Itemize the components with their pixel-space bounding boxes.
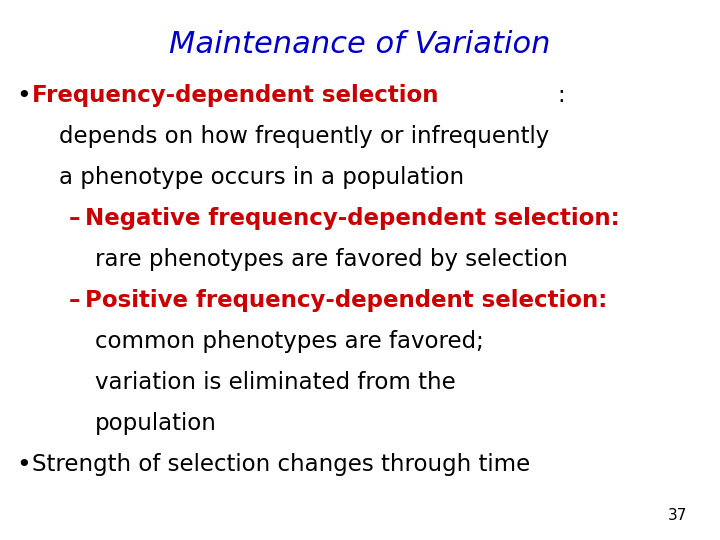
Text: 37: 37 <box>668 508 688 523</box>
Text: •: • <box>16 453 30 477</box>
Text: :: : <box>557 84 564 107</box>
Text: Negative frequency-dependent selection:: Negative frequency-dependent selection: <box>85 207 620 230</box>
Text: depends on how frequently or infrequently: depends on how frequently or infrequentl… <box>59 125 549 148</box>
Text: variation is eliminated from the: variation is eliminated from the <box>95 371 456 394</box>
Text: –: – <box>68 207 80 230</box>
Text: Frequency-dependent selection: Frequency-dependent selection <box>32 84 439 107</box>
Text: population: population <box>95 412 217 435</box>
Text: •: • <box>16 84 30 107</box>
Text: common phenotypes are favored;: common phenotypes are favored; <box>95 330 484 353</box>
Text: rare phenotypes are favored by selection: rare phenotypes are favored by selection <box>95 248 568 271</box>
Text: –: – <box>68 289 80 312</box>
Text: Maintenance of Variation: Maintenance of Variation <box>169 30 551 59</box>
Text: Positive frequency-dependent selection:: Positive frequency-dependent selection: <box>85 289 607 312</box>
Text: Strength of selection changes through time: Strength of selection changes through ti… <box>32 453 531 476</box>
Text: a phenotype occurs in a population: a phenotype occurs in a population <box>59 166 464 189</box>
